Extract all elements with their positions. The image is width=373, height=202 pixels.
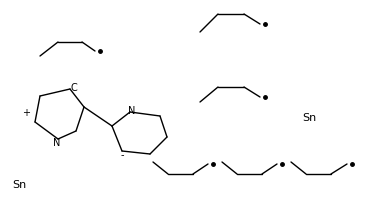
Text: +: + bbox=[22, 107, 30, 117]
Text: Sn: Sn bbox=[12, 179, 26, 189]
Text: N: N bbox=[128, 105, 136, 115]
Text: C: C bbox=[70, 83, 77, 93]
Text: Sn: Sn bbox=[302, 113, 316, 122]
Text: -: - bbox=[120, 149, 124, 159]
Text: N: N bbox=[53, 137, 61, 147]
